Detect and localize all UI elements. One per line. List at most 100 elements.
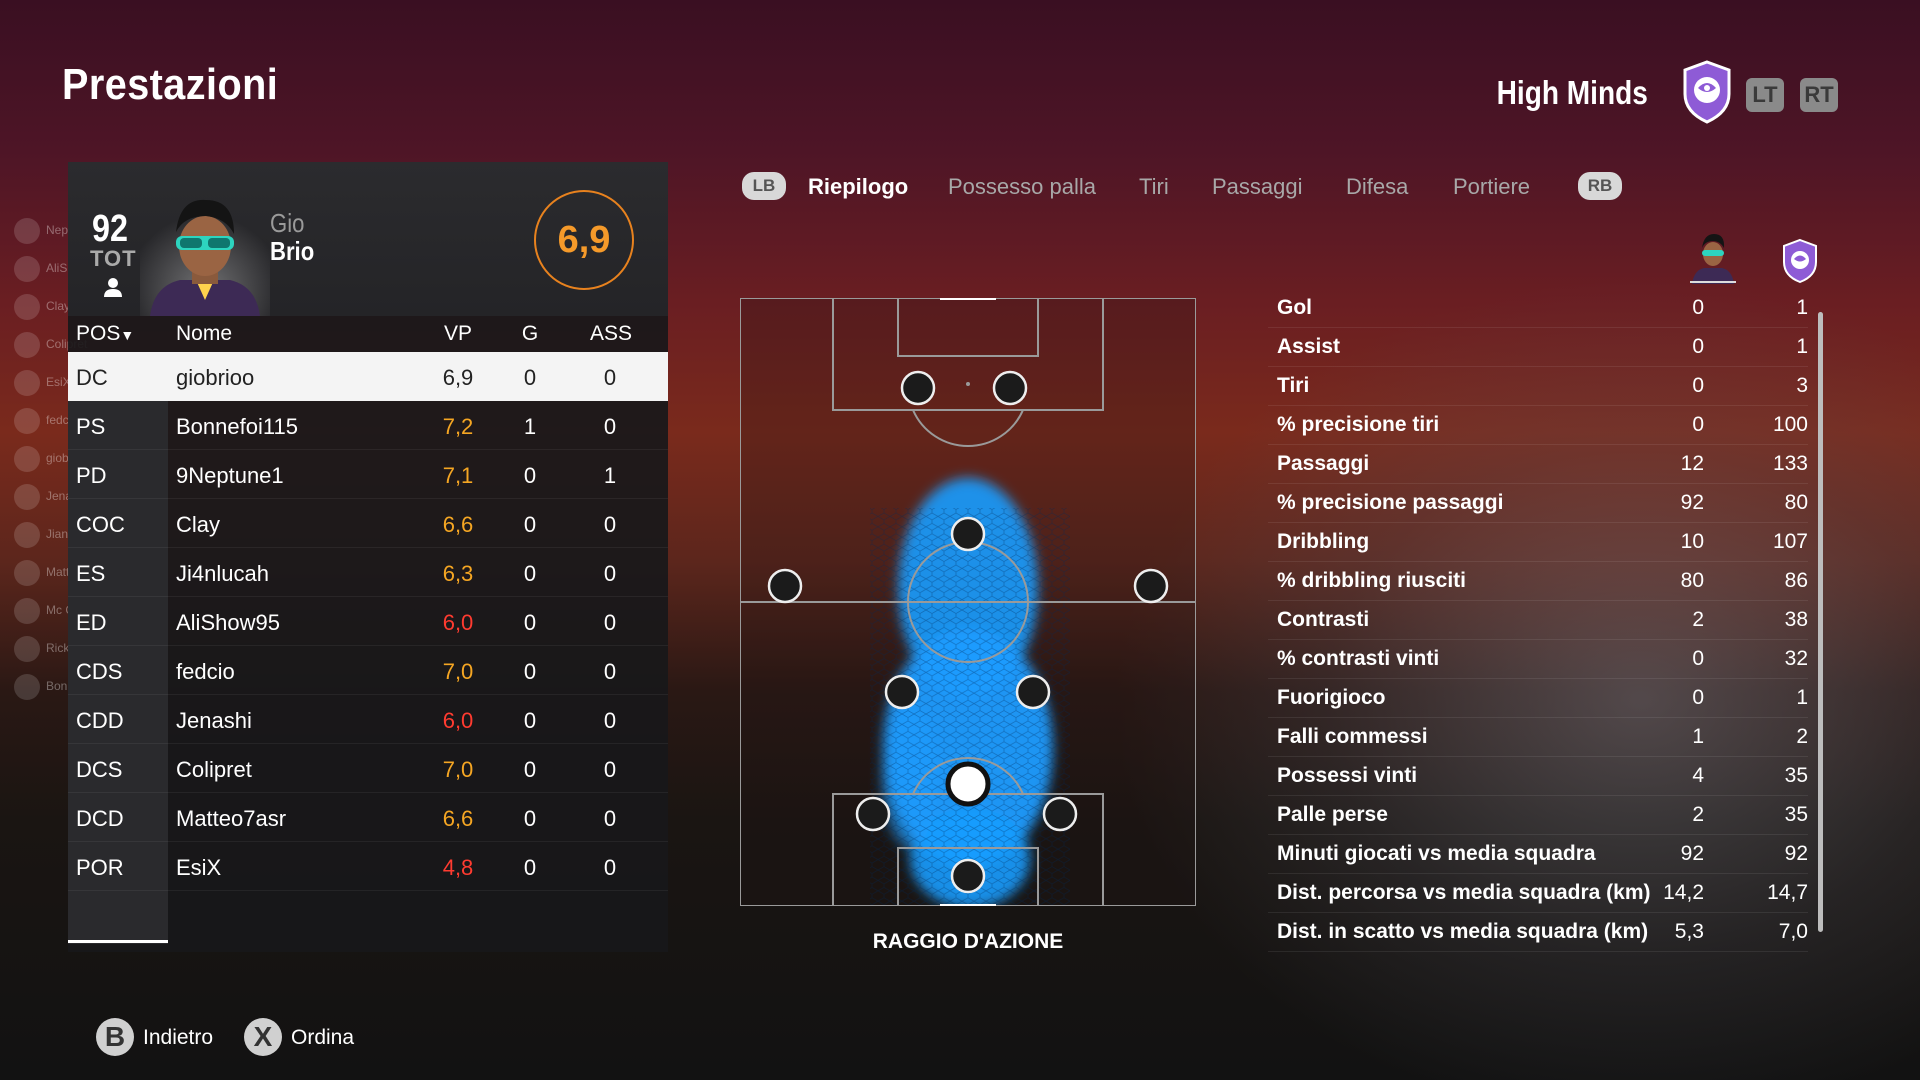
teammate-position-marker <box>950 516 986 552</box>
column-header-ass[interactable]: ASS <box>590 322 633 345</box>
player-position: DCD <box>76 806 124 831</box>
stat-label: Dribbling <box>1277 530 1370 553</box>
tab-portiere[interactable]: Portiere <box>1453 174 1531 199</box>
player-position: COC <box>76 512 125 537</box>
teammate-position-marker <box>900 370 936 406</box>
player-overall-label: TOT <box>90 246 137 271</box>
avatar <box>14 674 40 700</box>
column-header-name[interactable]: Nome <box>176 322 233 345</box>
stat-player-value: 0 <box>1692 413 1704 436</box>
player-goals: 0 <box>523 463 537 488</box>
stat-team-value: 80 <box>1784 491 1808 514</box>
player-assists: 1 <box>603 463 617 488</box>
stat-player-value: 92 <box>1680 842 1704 865</box>
stat-player-value: 4 <box>1692 764 1704 787</box>
lt-button[interactable]: LT <box>1746 78 1784 112</box>
stat-row: Fuorigioco 0 1 <box>1268 678 1808 718</box>
background-list-item: EsiX <box>14 370 71 396</box>
player-vp: 6,0 <box>442 610 474 635</box>
stat-row: Passaggi 12 133 <box>1268 444 1808 484</box>
x-button-icon[interactable]: X <box>244 1018 282 1056</box>
tab-tiri[interactable]: Tiri <box>1139 174 1169 199</box>
page-title: Prestazioni <box>62 60 279 109</box>
stat-row: Dist. in scatto vs media squadra (km) 5,3… <box>1268 912 1808 952</box>
rt-button[interactable]: RT <box>1800 78 1838 112</box>
background-list-item: Jian <box>14 522 68 548</box>
column-header-pos[interactable]: POS▼ <box>76 322 135 345</box>
stat-team-value: 3 <box>1796 374 1808 397</box>
lb-button[interactable]: LB <box>742 172 786 200</box>
player-assists: 0 <box>603 414 617 439</box>
player-position: DC <box>76 365 108 390</box>
player-assists: 0 <box>603 365 617 390</box>
teammate-position-marker <box>1042 796 1078 832</box>
table-row[interactable]: DC giobrioo 6,9 0 0 <box>68 352 668 401</box>
stat-row: Minuti giocati vs media squadra 92 92 <box>1268 834 1808 874</box>
background-list-name: Jian <box>46 527 69 542</box>
player-goals: 0 <box>523 610 537 635</box>
table-row[interactable]: COC Clay 6,6 0 0 <box>68 499 668 548</box>
table-row[interactable]: PD 9Neptune1 7,1 0 1 <box>68 450 668 499</box>
stat-label: Dist. in scatto vs media squadra (km) <box>1277 920 1649 943</box>
table-row[interactable]: PS Bonnefoi115 7,2 1 0 <box>68 401 668 450</box>
avatar <box>14 370 40 396</box>
player-goals: 0 <box>523 757 537 782</box>
player-avatar <box>140 190 270 316</box>
player-goals: 1 <box>523 414 537 439</box>
table-row[interactable]: POR EsiX 4,8 0 0 <box>68 842 668 891</box>
table-row[interactable]: DCD Matteo7asr 6,6 0 0 <box>68 793 668 842</box>
b-button-icon[interactable]: B <box>96 1018 134 1056</box>
background-list-name: EsiX <box>46 375 71 390</box>
avatar <box>14 560 40 586</box>
stats-scrollbar[interactable] <box>1818 312 1823 932</box>
player-name: AliShow95 <box>176 610 280 635</box>
teammate-position-marker <box>1133 568 1169 604</box>
player-name: fedcio <box>176 659 235 684</box>
column-header-vp[interactable]: VP <box>443 322 472 345</box>
stat-team-value: 133 <box>1772 452 1808 475</box>
player-vp: 7,1 <box>442 463 474 488</box>
back-label[interactable]: Indietro <box>143 1026 214 1049</box>
player-position: ED <box>76 610 107 635</box>
table-row[interactable]: ED AliShow95 6,0 0 0 <box>68 597 668 646</box>
tab-passaggi[interactable]: Passaggi <box>1212 174 1303 199</box>
stat-player-value: 0 <box>1692 647 1704 670</box>
tab-difesa[interactable]: Difesa <box>1346 174 1409 199</box>
position-column <box>68 352 168 944</box>
stat-team-value: 32 <box>1784 647 1808 670</box>
player-name: Colipret <box>176 757 252 782</box>
tab-possesso-palla[interactable]: Possesso palla <box>948 174 1096 199</box>
stat-team-value: 35 <box>1784 764 1808 787</box>
player-position: ES <box>76 561 106 586</box>
avatar <box>14 522 40 548</box>
rb-button[interactable]: RB <box>1578 172 1622 200</box>
avatar <box>14 294 40 320</box>
table-header: POS▼ Nome VP G ASS <box>68 316 668 352</box>
teammate-position-marker <box>1015 674 1051 710</box>
table-row[interactable]: CDD Jenashi 6,0 0 0 <box>68 695 668 744</box>
stat-row: Dribbling 10 107 <box>1268 522 1808 562</box>
team-crest-icon <box>1683 60 1731 124</box>
stat-player-value: 5,3 <box>1674 920 1704 943</box>
table-row[interactable]: ES Ji4nlucah 6,3 0 0 <box>68 548 668 597</box>
column-header-g[interactable]: G <box>521 322 539 345</box>
player-vp: 6,6 <box>442 512 474 537</box>
player-assists: 0 <box>603 561 617 586</box>
pitch-title: RAGGIO D'AZIONE <box>872 930 1064 953</box>
player-vp: 6,6 <box>442 806 474 831</box>
player-vp: 6,0 <box>442 708 474 733</box>
player-position: CDS <box>76 659 123 684</box>
stat-team-value: 92 <box>1784 842 1808 865</box>
tab-riepilogo[interactable]: Riepilogo <box>808 174 909 199</box>
stat-label: Gol <box>1277 296 1312 319</box>
stat-player-value: 92 <box>1680 491 1704 514</box>
stat-row: Tiri 0 3 <box>1268 366 1808 406</box>
table-row[interactable]: DCS Colipret 7,0 0 0 <box>68 744 668 793</box>
team-column-crest-icon <box>1783 238 1817 284</box>
player-name: EsiX <box>176 855 222 880</box>
player-position: DCS <box>76 757 123 782</box>
avatar <box>14 484 40 510</box>
sort-label[interactable]: Ordina <box>291 1026 355 1049</box>
avatar <box>14 332 40 358</box>
table-row[interactable]: CDS fedcio 7,0 0 0 <box>68 646 668 695</box>
